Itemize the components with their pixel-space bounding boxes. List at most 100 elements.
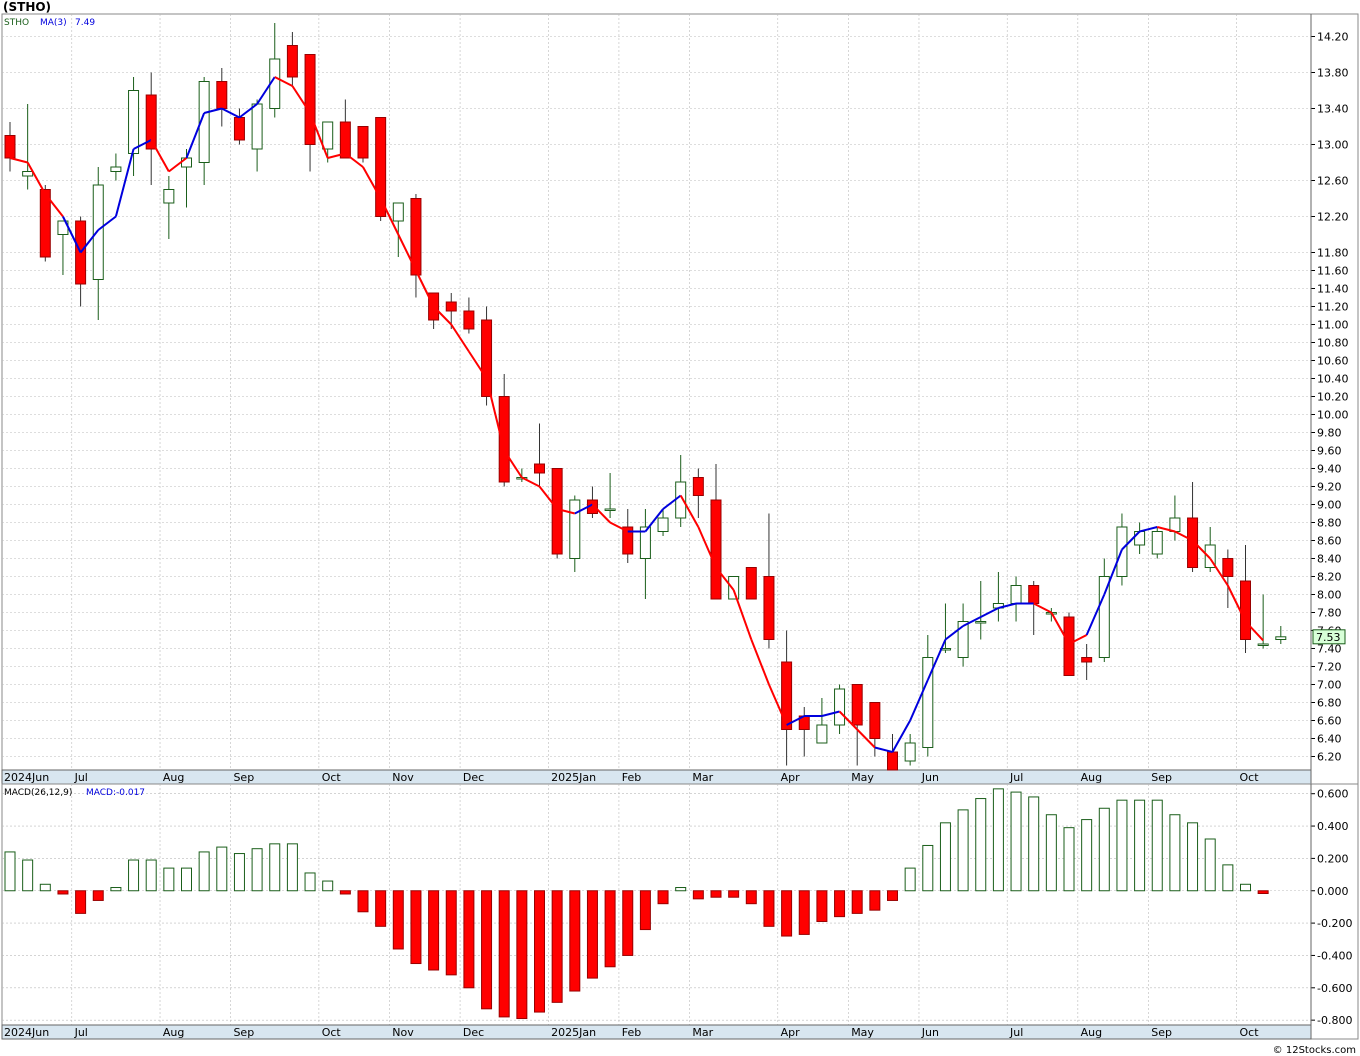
ma-segment bbox=[468, 350, 488, 380]
price-month-label: 2024Jun bbox=[4, 771, 49, 784]
candle bbox=[675, 455, 687, 527]
macd-bar bbox=[851, 890, 863, 914]
candle bbox=[128, 77, 140, 176]
candle-body bbox=[163, 189, 175, 204]
ma-segment bbox=[644, 508, 664, 533]
ma-segment bbox=[485, 378, 506, 451]
candle bbox=[392, 202, 404, 257]
candle-body bbox=[1187, 517, 1199, 568]
candle bbox=[339, 99, 351, 159]
price-month-label: Jul bbox=[1009, 771, 1023, 784]
candle-body bbox=[622, 526, 634, 555]
macd-bar bbox=[1240, 883, 1251, 892]
candle bbox=[163, 176, 175, 239]
candle bbox=[92, 167, 104, 320]
candle bbox=[1275, 626, 1287, 644]
macd-bar bbox=[322, 880, 334, 892]
macd-bar bbox=[481, 890, 493, 1010]
price-ytick-label: 8.20 bbox=[1317, 571, 1342, 584]
candle-body bbox=[1222, 558, 1234, 577]
candle bbox=[569, 495, 581, 572]
candle-body bbox=[286, 45, 298, 78]
candle-body bbox=[4, 135, 16, 159]
ma-segment bbox=[256, 76, 276, 105]
candle-body bbox=[692, 477, 704, 496]
macd-ytick-label: -0.600 bbox=[1317, 982, 1352, 995]
ma-segment bbox=[26, 162, 47, 195]
price-ytick-label: 6.80 bbox=[1317, 697, 1342, 710]
macd-bar bbox=[904, 867, 916, 892]
candle bbox=[622, 509, 634, 563]
ma-segment bbox=[150, 139, 170, 172]
candle-body bbox=[745, 567, 757, 600]
macd-bar bbox=[975, 798, 987, 892]
price-ytick-label: 9.20 bbox=[1317, 481, 1342, 494]
price-month-label: Nov bbox=[392, 771, 414, 784]
ma-segment bbox=[1226, 585, 1247, 622]
ma-segment bbox=[133, 139, 152, 150]
price-ytick-label: 8.60 bbox=[1317, 535, 1342, 548]
macd-bar bbox=[763, 890, 775, 927]
macd-bar bbox=[604, 890, 616, 968]
candle bbox=[1187, 482, 1199, 572]
macd-bar bbox=[410, 890, 422, 965]
price-ytick-label: 8.80 bbox=[1317, 517, 1342, 530]
macd-bar bbox=[869, 890, 881, 911]
candle bbox=[763, 513, 775, 649]
macd-ytick-label: 0.600 bbox=[1317, 788, 1349, 801]
ma-segment bbox=[591, 503, 611, 524]
price-ytick-label: 13.40 bbox=[1317, 103, 1349, 116]
macd-bar bbox=[1116, 799, 1128, 892]
price-ytick-label: 6.40 bbox=[1317, 733, 1342, 746]
macd-bar bbox=[57, 890, 69, 895]
macd-bar bbox=[816, 890, 828, 922]
legend-ma-label: MA(3) bbox=[40, 18, 67, 28]
macd-bar bbox=[622, 890, 634, 956]
macd-month-label: Dec bbox=[463, 1026, 484, 1039]
macd-bar bbox=[22, 859, 34, 892]
price-ytick-label: 10.40 bbox=[1317, 373, 1349, 386]
candle-body bbox=[604, 508, 616, 511]
ma-segment bbox=[1157, 526, 1176, 533]
price-ytick-label: 6.20 bbox=[1317, 751, 1342, 764]
ma-segment bbox=[538, 485, 558, 510]
macd-bar bbox=[75, 890, 87, 914]
macd-bar bbox=[4, 851, 16, 892]
macd-bar bbox=[1134, 799, 1146, 892]
candle bbox=[1204, 527, 1216, 572]
price-ytick-label: 8.40 bbox=[1317, 553, 1342, 566]
macd-bar bbox=[939, 822, 951, 892]
macd-month-label: Jul bbox=[74, 1026, 88, 1039]
ma-segment bbox=[203, 107, 223, 114]
ma-segment bbox=[856, 728, 876, 749]
macd-bar bbox=[1081, 819, 1093, 892]
ma-segment bbox=[397, 234, 417, 271]
macd-month-label: 2024Jun bbox=[4, 1026, 49, 1039]
ma-segment bbox=[697, 526, 717, 568]
macd-month-label: Mar bbox=[692, 1026, 713, 1039]
macd-bar bbox=[1010, 791, 1022, 892]
candle bbox=[781, 630, 793, 766]
ma-segment bbox=[679, 495, 700, 528]
ma-segment bbox=[662, 494, 682, 510]
price-month-label: Mar bbox=[692, 771, 713, 784]
ma-segment bbox=[926, 639, 947, 681]
ma-segment bbox=[62, 216, 82, 253]
ma-segment bbox=[1068, 634, 1088, 645]
macd-bar bbox=[251, 848, 263, 892]
candle-body bbox=[1169, 517, 1181, 532]
price-ytick-label: 7.20 bbox=[1317, 661, 1342, 674]
candle bbox=[639, 509, 651, 599]
macd-bar bbox=[357, 890, 369, 913]
macd-bar bbox=[516, 890, 528, 1020]
macd-bar bbox=[1257, 890, 1269, 895]
macd-bar bbox=[710, 890, 722, 898]
ma-segment bbox=[503, 449, 523, 479]
candle bbox=[1098, 558, 1110, 662]
macd-bar bbox=[1222, 864, 1234, 892]
macd-month-label: Sep bbox=[233, 1026, 254, 1039]
price-panel: 14.20 13.80 13.40 13.00 12.60 12.20 11.80 11.60… bbox=[1, 13, 1359, 785]
ma-segment bbox=[998, 602, 1017, 609]
candle bbox=[445, 293, 457, 329]
candle-body bbox=[304, 54, 316, 145]
